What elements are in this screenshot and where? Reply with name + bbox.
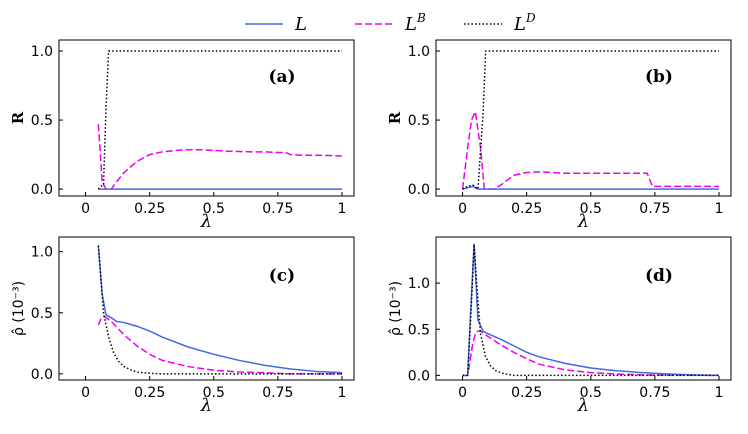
y-tick-label: 0.0 [31, 367, 53, 383]
x-tick-label: 0.75 [262, 201, 293, 217]
x-tick-label: 0 [458, 385, 467, 401]
x-tick-label: 1 [715, 201, 724, 217]
y-axis-label: ρ̂ (10⁻³) [388, 281, 404, 336]
series-line-LB [461, 111, 719, 190]
y-tick-label: 1.0 [408, 44, 430, 60]
x-tick-label: 0.25 [511, 385, 542, 401]
legend-entry-LD: LD [464, 11, 536, 35]
x-tick-label: 0 [458, 201, 467, 217]
series-line-LD [97, 50, 342, 190]
legend-label-LD: LD [513, 11, 536, 35]
legend: L LB LD [245, 11, 536, 35]
axes-frame [58, 39, 355, 197]
x-tick-label: 1 [338, 385, 347, 401]
x-tick-label: 0.25 [134, 385, 165, 401]
series-line-LD [462, 243, 719, 377]
y-tick-label: 0.0 [31, 182, 53, 198]
x-tick-label: 0 [81, 201, 90, 217]
x-tick-label: 0 [81, 385, 90, 401]
legend-label-sup: B [416, 11, 426, 25]
series-line-LB [462, 330, 720, 377]
x-tick-label: 0.25 [134, 201, 165, 217]
axes-frame [435, 39, 732, 197]
series-line-L [462, 243, 720, 377]
y-tick-label: 1.0 [31, 245, 53, 261]
legend-label-LB: LB [404, 11, 426, 35]
panel-a: 0 0.25 0.5 0.75 1 0.0 0.5 1.0 λ R (a) [9, 39, 355, 232]
y-tick-label: 0.5 [31, 113, 53, 129]
x-axis-label: λ [200, 211, 212, 232]
series-line-LD [97, 245, 342, 375]
x-tick-label: 0.5 [203, 201, 225, 217]
axes-frame [58, 236, 355, 381]
panel-label: (c) [269, 266, 295, 286]
x-tick-label: 0.75 [262, 385, 293, 401]
y-axis-label: R [386, 111, 404, 124]
x-tick-label: 0.5 [203, 385, 225, 401]
x-axis-label: λ [200, 395, 212, 416]
legend-entry-L: L [245, 14, 307, 35]
legend-label-sup: D [525, 11, 536, 25]
legend-entry-LB: LB [355, 11, 426, 35]
panel-label: (d) [645, 266, 673, 286]
x-tick-label: 0.5 [580, 201, 602, 217]
y-axis-label: R [9, 111, 27, 124]
y-tick-label: 0.0 [408, 368, 430, 384]
y-tick-label: 0.5 [31, 306, 53, 322]
x-tick-label: 0.5 [580, 385, 602, 401]
axes-frame [435, 236, 732, 381]
x-tick-label: 1 [715, 385, 724, 401]
y-axis-label: ρ̂ (10⁻³) [11, 281, 27, 336]
x-tick-label: 1 [338, 201, 347, 217]
x-tick-label: 0.25 [511, 201, 542, 217]
y-tick-label: 0.0 [408, 182, 430, 198]
y-tick-label: 1.0 [31, 44, 53, 60]
panel-d: 0 0.25 0.5 0.75 1 0.0 0.5 1.0 λ ρ̂ (10⁻³) (d) [388, 236, 732, 416]
series-line-LD [462, 50, 719, 190]
legend-label-L: L [294, 14, 307, 35]
x-tick-label: 0.75 [639, 201, 670, 217]
panel-label: (b) [645, 67, 673, 87]
x-axis-label: λ [577, 211, 589, 232]
legend-label-main: L [404, 14, 417, 35]
panel-c: 0 0.25 0.5 0.75 1 0.0 0.5 1.0 λ ρ̂ (10⁻³) (c) [11, 236, 355, 416]
y-tick-label: 0.5 [408, 322, 430, 338]
y-tick-label: 1.0 [408, 276, 430, 292]
panel-label: (a) [268, 67, 295, 87]
legend-label-main: L [294, 14, 307, 35]
y-tick-label: 0.5 [408, 113, 430, 129]
series-line-L [97, 245, 343, 374]
panel-b: 0 0.25 0.5 0.75 1 0.0 0.5 1.0 λ R (b) [386, 39, 732, 232]
x-tick-label: 0.75 [639, 385, 670, 401]
x-axis-label: λ [577, 395, 589, 416]
legend-label-main: L [513, 14, 526, 35]
series-line-LB [97, 124, 343, 190]
